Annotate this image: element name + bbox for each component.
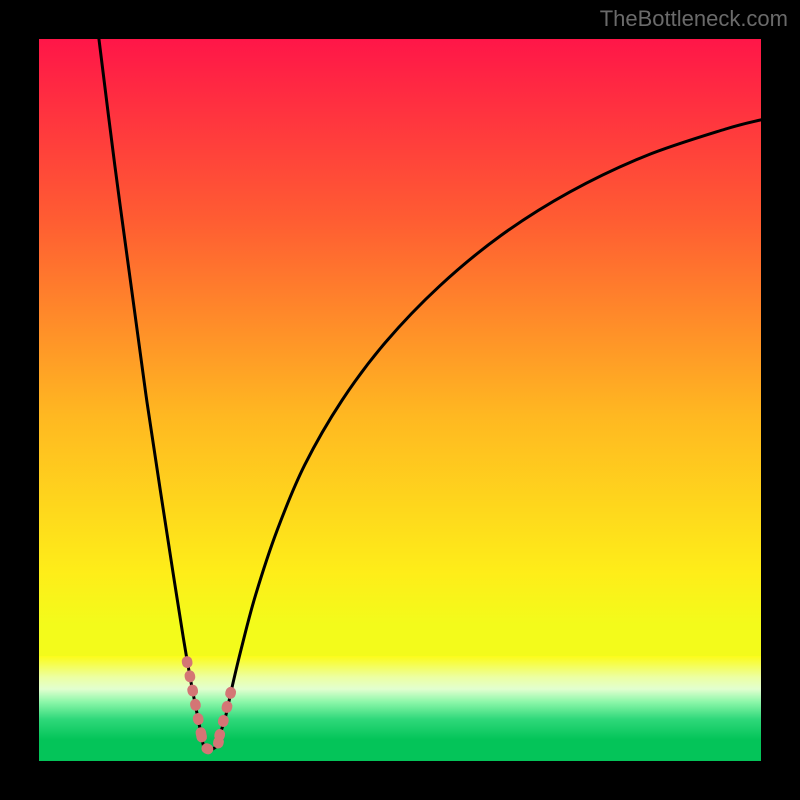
chart-canvas: TheBottleneck.com [0,0,800,800]
bottleneck-curve [39,39,761,761]
watermark-label: TheBottleneck.com [600,6,788,32]
plot-area [39,39,761,761]
bottleneck-curve-path [99,39,761,749]
